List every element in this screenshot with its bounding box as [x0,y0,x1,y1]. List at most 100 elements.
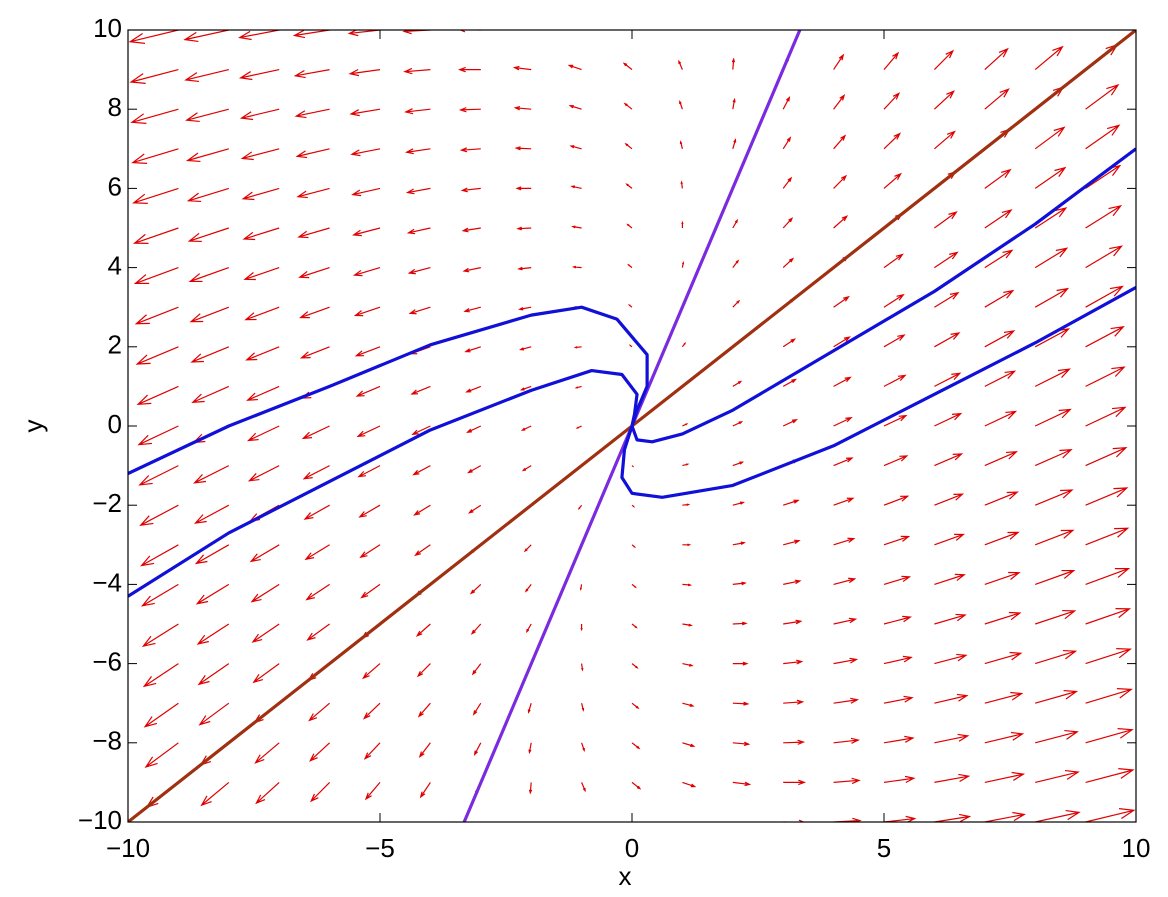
x-tick-label: 10 [1122,833,1151,863]
y-tick-label: 0 [108,409,122,439]
field-arrow [567,64,582,71]
field-arrow [472,702,482,716]
field-arrow [1085,608,1132,625]
field-arrow [405,187,431,195]
field-arrow [984,370,1017,387]
field-arrow [523,544,532,553]
field-arrow [883,51,900,70]
field-arrow [512,65,532,71]
field-arrow [350,148,381,157]
y-axis-label: y [18,420,48,433]
field-arrow [1085,84,1120,110]
field-arrow [139,504,179,526]
field-arrow [458,107,481,113]
field-arrow [732,581,747,586]
field-arrow [196,623,230,645]
field-arrow [984,731,1025,744]
field-arrow [678,59,683,70]
field-arrow [782,176,793,189]
field-arrow [883,575,912,585]
field-arrow [833,53,845,70]
field-arrow [732,661,749,666]
field-arrow [833,737,860,744]
field-arrow [625,183,633,189]
field-arrow [513,106,532,111]
field-arrow [984,771,1026,783]
field-arrow [883,132,902,150]
field-arrow [732,781,752,787]
field-arrow [833,416,853,427]
field-arrow [984,168,1012,189]
field-arrow [1035,809,1081,822]
field-arrow [682,503,691,506]
y-tick-label: −6 [92,646,122,676]
field-arrow [934,733,970,744]
field-arrow [631,742,641,750]
field-arrow [255,781,280,805]
field-arrow [132,187,179,204]
field-arrow [581,782,586,793]
field-arrow [984,289,1015,308]
x-tick-label: 5 [877,833,891,863]
field-arrow [195,583,230,605]
field-arrow [250,583,280,603]
field-arrow [883,495,910,506]
y-tick-label: −10 [78,805,122,835]
field-arrow [833,617,858,625]
field-arrow [883,695,914,704]
field-arrow [187,227,229,243]
field-arrow [415,623,431,637]
field-arrow [416,663,431,678]
field-arrow [984,249,1014,269]
field-arrow [296,187,330,199]
field-arrow [581,703,585,712]
trajectory [620,285,1136,499]
field-arrow [732,701,750,706]
field-arrow [243,267,280,281]
field-arrow [1034,166,1067,189]
field-arrow [984,491,1019,506]
y-tick-label: 6 [108,171,122,201]
field-arrow [934,813,972,822]
field-arrow [934,573,966,585]
field-arrow [782,136,792,150]
field-arrow [1034,207,1068,229]
field-arrow [1034,529,1075,546]
field-arrow [883,535,911,546]
field-arrow [782,419,798,427]
field-arrow [143,702,179,728]
field-arrow [883,92,901,110]
field-arrow [934,412,963,427]
field-arrow [309,781,331,803]
field-arrow [461,227,481,233]
field-arrow [191,385,230,403]
field-arrow [682,663,694,667]
field-arrow [782,217,794,229]
field-arrow [934,613,967,625]
field-arrow [833,657,859,665]
field-arrow [984,691,1024,704]
field-arrow [292,30,330,39]
field-arrow [934,372,962,387]
field-arrow [573,346,582,349]
field-arrow [783,539,801,546]
field-arrow [1085,366,1126,387]
field-arrow [351,187,381,197]
field-arrow [186,187,229,203]
field-arrow [352,227,381,237]
x-tick-label: 0 [625,833,639,863]
trajectory [630,147,1136,444]
field-arrow [515,186,532,191]
field-arrow [575,425,582,429]
field-arrow [136,385,179,406]
field-arrow [934,251,959,269]
field-arrow [984,330,1016,348]
field-arrow [1034,287,1070,308]
field-arrow [581,742,585,753]
field-arrow [883,293,905,308]
field-arrow [933,49,955,71]
field-arrow [1034,408,1072,427]
field-arrow [299,306,330,319]
field-arrow [579,584,583,591]
field-arrow [354,346,381,357]
